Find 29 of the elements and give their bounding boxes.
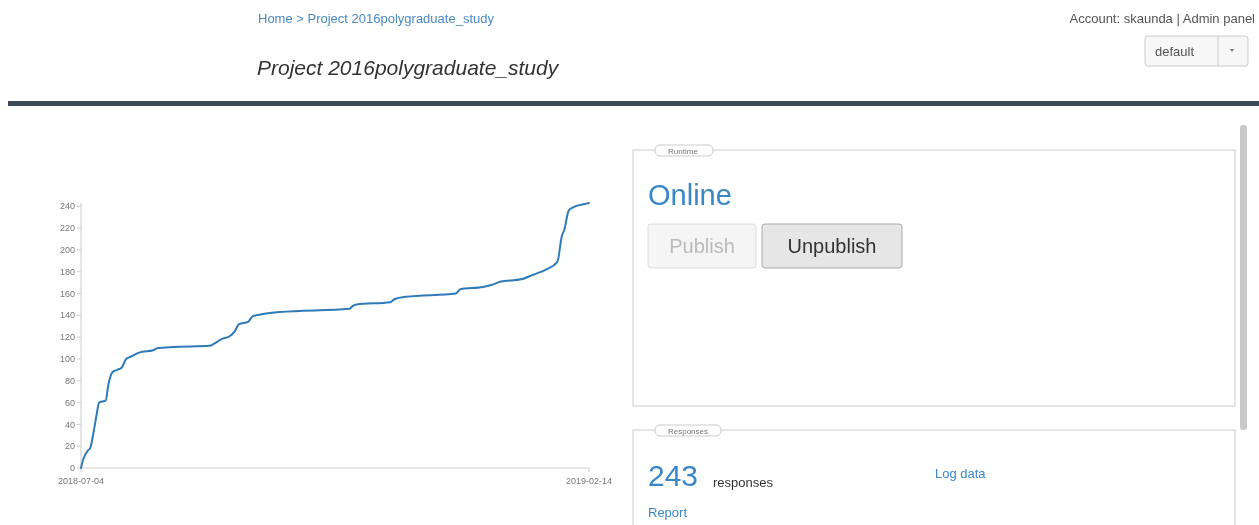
x-tick-label: 2018-07-04 [57,476,105,486]
y-tick-label: 140 [59,310,75,321]
text: default [1155,44,1195,59]
y-tick-label: 60 [64,397,75,408]
y-tick-label: 180 [59,266,75,277]
y-tick-label: 40 [64,419,75,430]
text: 243 [648,459,699,492]
line-series [80,202,590,469]
y-tick-label: 160 [59,288,75,299]
text: Runtime [668,147,699,156]
y-tick-label: 80 [64,375,75,386]
y-tick-label: 200 [59,245,75,256]
text: Account: skaunda | Admin panel [1069,11,1256,26]
text: Online [648,179,732,211]
text: Unpublish [787,235,877,257]
x-tick-label: 2019-02-14 [565,476,613,486]
y-tick-label: 220 [59,223,75,234]
y-tick-label: 100 [59,354,75,365]
y-tick-label: 120 [59,332,75,343]
text: Log data [935,466,987,481]
y-tick-label: 20 [64,441,75,452]
y-tick-label: 240 [59,201,75,212]
text: Publish [669,235,735,257]
y-tick-label: 0 [69,463,75,474]
text: Home > Project 2016polygraduate_study [258,11,495,26]
text: Report [648,505,688,520]
text: responses [713,475,774,490]
chart-title: Project 2016polygraduate_study [257,56,560,79]
text: Responses [667,427,709,436]
